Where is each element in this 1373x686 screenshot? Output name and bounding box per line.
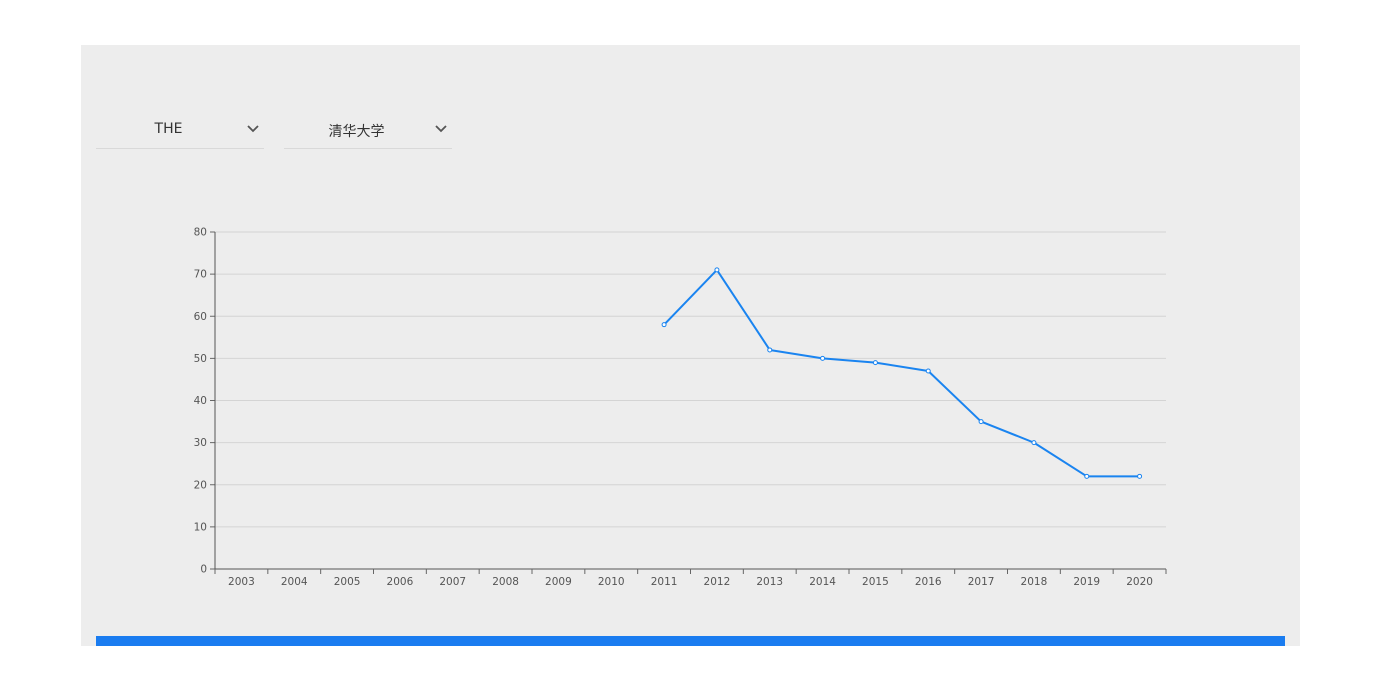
bottom-bar bbox=[96, 636, 1285, 646]
y-tick-label: 30 bbox=[194, 437, 207, 449]
data-point bbox=[1137, 473, 1143, 479]
y-tick-label: 20 bbox=[194, 479, 207, 491]
x-tick-label: 2012 bbox=[704, 576, 731, 588]
y-tick-label: 10 bbox=[194, 521, 207, 533]
ranking-select[interactable]: THE bbox=[96, 112, 264, 149]
ranking-select-value: THE bbox=[154, 121, 183, 137]
y-tick-label: 60 bbox=[194, 311, 207, 323]
data-point bbox=[767, 347, 773, 353]
x-tick-label: 2006 bbox=[387, 576, 414, 588]
data-point bbox=[872, 360, 878, 366]
x-tick-label: 2009 bbox=[545, 576, 572, 588]
x-tick-label: 2020 bbox=[1126, 576, 1153, 588]
y-tick-label: 40 bbox=[194, 395, 207, 407]
series-line bbox=[663, 268, 1140, 478]
x-tick-label: 2017 bbox=[968, 576, 995, 588]
x-tick-label: 2011 bbox=[651, 576, 678, 588]
data-point bbox=[925, 368, 931, 374]
y-tick-label: 80 bbox=[194, 227, 207, 239]
y-tick-label: 0 bbox=[200, 564, 207, 576]
data-point bbox=[714, 267, 720, 273]
x-tick-label: 2016 bbox=[915, 576, 942, 588]
x-tick-label: 2003 bbox=[228, 576, 255, 588]
x-tick-label: 2007 bbox=[439, 576, 466, 588]
data-point bbox=[820, 355, 826, 361]
university-select[interactable]: 清华大学 bbox=[284, 112, 452, 149]
x-tick-label: 2013 bbox=[756, 576, 783, 588]
x-tick-label: 2018 bbox=[1021, 576, 1048, 588]
y-tick-label: 50 bbox=[194, 353, 207, 365]
x-tick-label: 2005 bbox=[334, 576, 361, 588]
university-select-value: 清华大学 bbox=[328, 124, 385, 140]
chevron-down-icon bbox=[435, 125, 447, 133]
data-point bbox=[661, 322, 667, 328]
x-tick-label: 2004 bbox=[281, 576, 308, 588]
x-tick-label: 2015 bbox=[862, 576, 889, 588]
x-tick-label: 2008 bbox=[492, 576, 519, 588]
chart-panel bbox=[81, 45, 1300, 646]
data-point bbox=[1084, 473, 1090, 479]
x-tick-label: 2019 bbox=[1073, 576, 1100, 588]
chevron-down-icon bbox=[247, 125, 259, 133]
y-tick-label: 70 bbox=[194, 269, 207, 281]
x-tick-label: 2014 bbox=[809, 576, 836, 588]
data-point bbox=[978, 419, 984, 425]
x-tick-label: 2010 bbox=[598, 576, 625, 588]
data-point bbox=[1031, 440, 1037, 446]
